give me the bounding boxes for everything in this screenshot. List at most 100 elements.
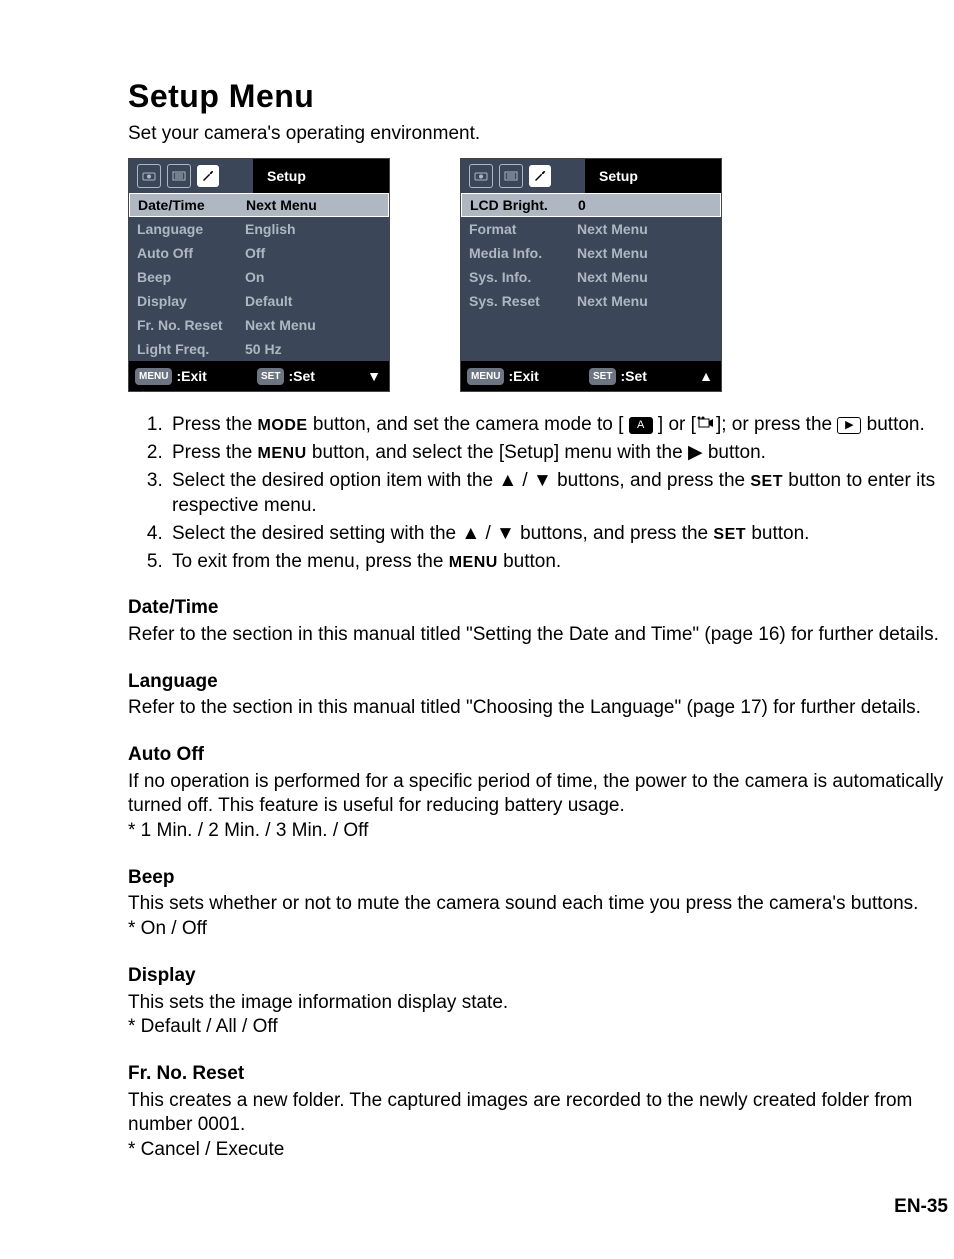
menu-row-label: Date/Time [138,196,246,214]
tab-bar [129,159,253,193]
wrench-tab-icon [197,165,219,187]
menu-row: Fr. No. ResetNext Menu [129,313,389,337]
menu-row-value: Off [245,244,389,262]
section-heading: Beep [128,866,948,891]
page-number: EN-35 [128,1195,948,1220]
menu-row-label: Beep [137,268,245,286]
menu-row: Media Info.Next Menu [461,241,721,265]
description-section: Fr. No. ResetThis creates a new folder. … [128,1062,948,1163]
page: Setup Menu Set your camera's operating e… [128,76,948,1219]
menu-row: Sys. Info.Next Menu [461,265,721,289]
menu-rows-2: LCD Bright.0FormatNext MenuMedia Info.Ne… [461,193,721,361]
nav-arrow-icon: ▼ [367,367,381,385]
screenshot-footer: MENU :Exit SET :Set ▼ [129,361,389,391]
menu-row: LCD Bright.0 [461,193,721,217]
menu-row-label: Fr. No. Reset [137,316,245,334]
description-sections: Date/Time Refer to the section in this ma… [128,596,948,1162]
step-item: To exit from the menu, press the MENU bu… [168,549,948,575]
menu-row-value: 0 [578,196,720,214]
menu-row: Light Freq.50 Hz [129,337,389,361]
menu-row-value: Next Menu [245,316,389,334]
menu-row-value: Next Menu [577,220,721,238]
menu-row-label: Light Freq. [137,340,245,358]
section-options: * 1 Min. / 2 Min. / 3 Min. / Off [128,819,948,844]
video-mode-icon [696,412,716,438]
set-label: :Set [288,367,314,385]
menu-row [461,337,721,361]
menu-row-label: Format [469,220,577,238]
menu-row-value: Default [245,292,389,310]
list-tab-icon [499,164,523,188]
section-body: If no operation is performed for a speci… [128,770,948,819]
tab-bar [461,159,585,193]
section-body: This creates a new folder. The captured … [128,1089,948,1138]
page-title: Setup Menu [128,76,948,118]
setup-screenshot-2: Setup LCD Bright.0FormatNext MenuMedia I… [460,158,722,392]
menu-rows-1: Date/TimeNext MenuLanguageEnglishAuto Of… [129,193,389,361]
menu-row: LanguageEnglish [129,217,389,241]
menu-row-label: Sys. Reset [469,292,577,310]
menu-row: Sys. ResetNext Menu [461,289,721,313]
section-heading: Display [128,964,948,989]
menu-badge: MENU [467,368,504,385]
section-options: * Cancel / Execute [128,1138,948,1163]
menu-row: BeepOn [129,265,389,289]
menu-row-label: Auto Off [137,244,245,262]
camera-tab-icon [137,164,161,188]
menu-row-value: 50 Hz [245,340,389,358]
description-section: DisplayThis sets the image information d… [128,964,948,1040]
page-subtitle: Set your camera's operating environment. [128,122,948,147]
step-item: Press the MODE button, and set the camer… [168,412,948,438]
menu-badge: MENU [135,368,172,385]
menu-row-value: English [245,220,389,238]
description-section: Date/TimeRefer to the section in this ma… [128,596,948,647]
exit-label: :Exit [508,367,538,385]
step-item: Select the desired option item with the … [168,468,948,519]
menu-row: Date/TimeNext Menu [129,193,389,217]
step-item: Press the MENU button, and select the [S… [168,440,948,466]
section-heading: Date/Time [128,596,948,621]
nav-arrow-icon: ▲ [699,367,713,385]
setup-header-label: Setup [585,159,721,193]
menu-row-value: Next Menu [246,196,388,214]
menu-row: DisplayDefault [129,289,389,313]
section-options: * Default / All / Off [128,1015,948,1040]
screenshot-header: Setup [129,159,389,193]
menu-row-label: LCD Bright. [470,196,578,214]
section-body: This sets whether or not to mute the cam… [128,892,948,917]
menu-row-label: Sys. Info. [469,268,577,286]
section-heading: Auto Off [128,743,948,768]
menu-row-label: Display [137,292,245,310]
section-body: Refer to the section in this manual titl… [128,696,948,721]
set-badge: SET [589,368,616,385]
setup-header-label: Setup [253,159,389,193]
menu-row-label: Language [137,220,245,238]
section-body: This sets the image information display … [128,991,948,1016]
play-mode-icon: ▶ [837,417,861,434]
camera-tab-icon [469,164,493,188]
description-section: Auto OffIf no operation is performed for… [128,743,948,844]
exit-label: :Exit [176,367,206,385]
description-section: LanguageRefer to the section in this man… [128,670,948,721]
section-heading: Language [128,670,948,695]
auto-mode-icon: A [629,417,653,434]
step-item: Select the desired setting with the ▲ / … [168,521,948,547]
menu-row-value: On [245,268,389,286]
setup-screenshot-1: Setup Date/TimeNext MenuLanguageEnglishA… [128,158,390,392]
instruction-steps: Press the MODE button, and set the camer… [128,412,948,574]
menu-row-label: Media Info. [469,244,577,262]
description-section: BeepThis sets whether or not to mute the… [128,866,948,942]
set-label: :Set [620,367,646,385]
menu-row: FormatNext Menu [461,217,721,241]
menu-row-value: Next Menu [577,292,721,310]
section-heading: Fr. No. Reset [128,1062,948,1087]
menu-row-value: Next Menu [577,268,721,286]
set-badge: SET [257,368,284,385]
screenshots-row: Setup Date/TimeNext MenuLanguageEnglishA… [128,158,948,392]
menu-row [461,313,721,337]
screenshot-header: Setup [461,159,721,193]
wrench-tab-icon [529,165,551,187]
list-tab-icon [167,164,191,188]
menu-row: Auto OffOff [129,241,389,265]
menu-row-value: Next Menu [577,244,721,262]
